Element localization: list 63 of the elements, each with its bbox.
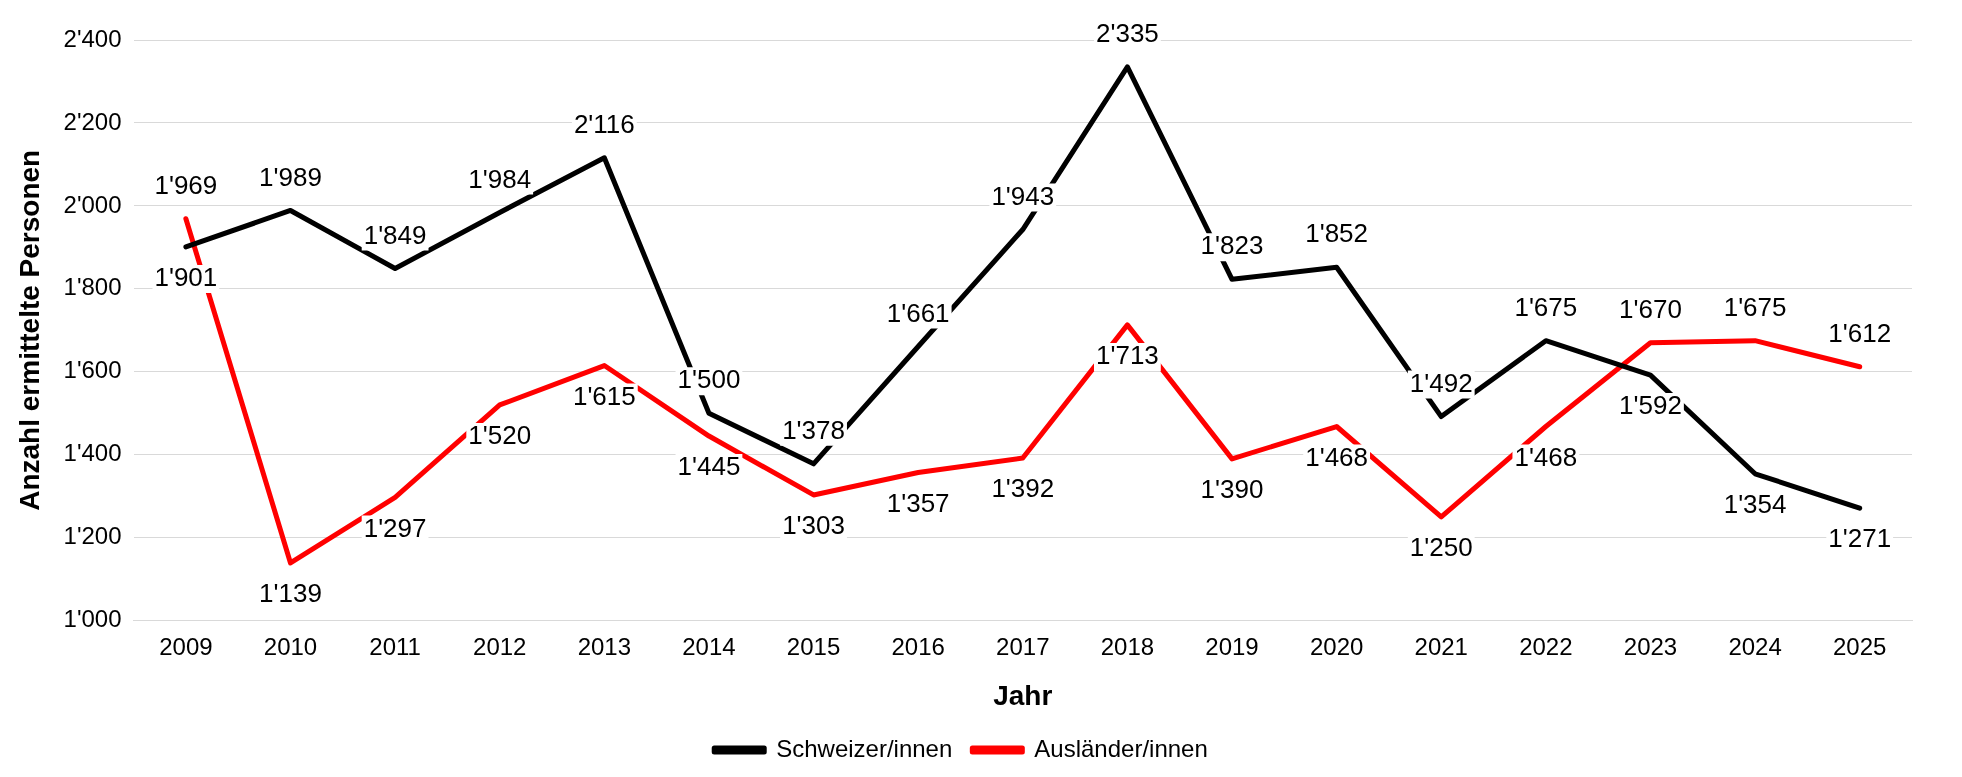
x-tick-label: 2024 [1728,632,1782,660]
data-label: 1'378 [782,415,845,446]
y-tick-label: 2'400 [63,24,122,52]
x-tick-label: 2015 [786,632,841,660]
x-tick-label: 2017 [996,632,1050,660]
x-tick-label: 2012 [473,632,527,660]
y-tick-label: 1'600 [63,356,122,384]
data-label: 1'392 [991,473,1055,504]
y-tick-label: 2'200 [63,107,122,135]
x-axis-title: Jahr [993,679,1053,711]
x-tick-label: 2022 [1519,632,1573,660]
x-tick-label: 2025 [1833,632,1887,660]
x-tick-label: 2013 [577,632,632,660]
y-tick-label: 1'000 [63,605,122,633]
data-label: 1'303 [782,510,845,541]
data-label: 1'969 [154,169,218,200]
data-label: 1'713 [1095,340,1159,371]
x-tick-label: 2014 [682,632,736,660]
data-label: 1'849 [363,219,427,250]
x-tick-label: 2019 [1205,632,1259,660]
x-tick-label: 2018 [1100,632,1155,660]
data-label: 1'675 [1514,291,1578,322]
y-tick-label: 1'200 [63,522,122,550]
x-tick-label: 2021 [1414,632,1468,660]
data-label: 2'116 [573,108,635,139]
data-label: 1'520 [468,420,532,451]
data-label: 1'500 [677,364,741,395]
data-label: 1'852 [1305,218,1369,249]
data-label: 1'445 [677,451,741,482]
data-label: 1'271 [1828,523,1892,554]
x-tick-label: 2023 [1623,632,1678,660]
data-label: 1'592 [1619,390,1682,421]
y-tick-label: 1'800 [63,273,122,301]
data-label: 1'357 [886,487,950,518]
y-tick-label: 2'000 [63,190,122,218]
x-tick-label: 2011 [369,632,421,660]
y-tick-label: 1'400 [63,439,122,467]
data-label: 1'943 [991,180,1055,211]
data-label: 1'354 [1723,488,1787,519]
x-tick-label: 2009 [159,632,213,660]
data-label: 2'335 [1095,18,1159,49]
data-label: 1'661 [886,297,950,328]
x-tick-label: 2010 [263,632,318,660]
legend-label: Schweizer/innen [776,734,953,762]
data-label: 1'823 [1200,230,1264,261]
data-label: 1'468 [1305,441,1369,472]
data-label: 1'989 [259,161,322,192]
y-axis-title: Anzahl ermittelte Personen [13,149,45,511]
data-label: 1'670 [1619,293,1682,324]
data-label: 1'612 [1828,317,1892,348]
data-label: 1'390 [1200,474,1264,505]
data-label: 1'492 [1409,367,1473,398]
data-label: 1'139 [259,578,322,609]
data-label: 1'297 [363,512,427,543]
data-label: 1'250 [1409,532,1473,563]
x-tick-label: 2016 [891,632,945,660]
data-label: 1'468 [1514,441,1578,472]
data-label: 1'901 [154,262,218,293]
data-label: 1'984 [468,163,532,194]
data-label: 1'615 [572,380,636,411]
legend-label: Ausländer/innen [1034,734,1208,762]
x-tick-label: 2020 [1309,632,1364,660]
data-label: 1'675 [1723,291,1787,322]
